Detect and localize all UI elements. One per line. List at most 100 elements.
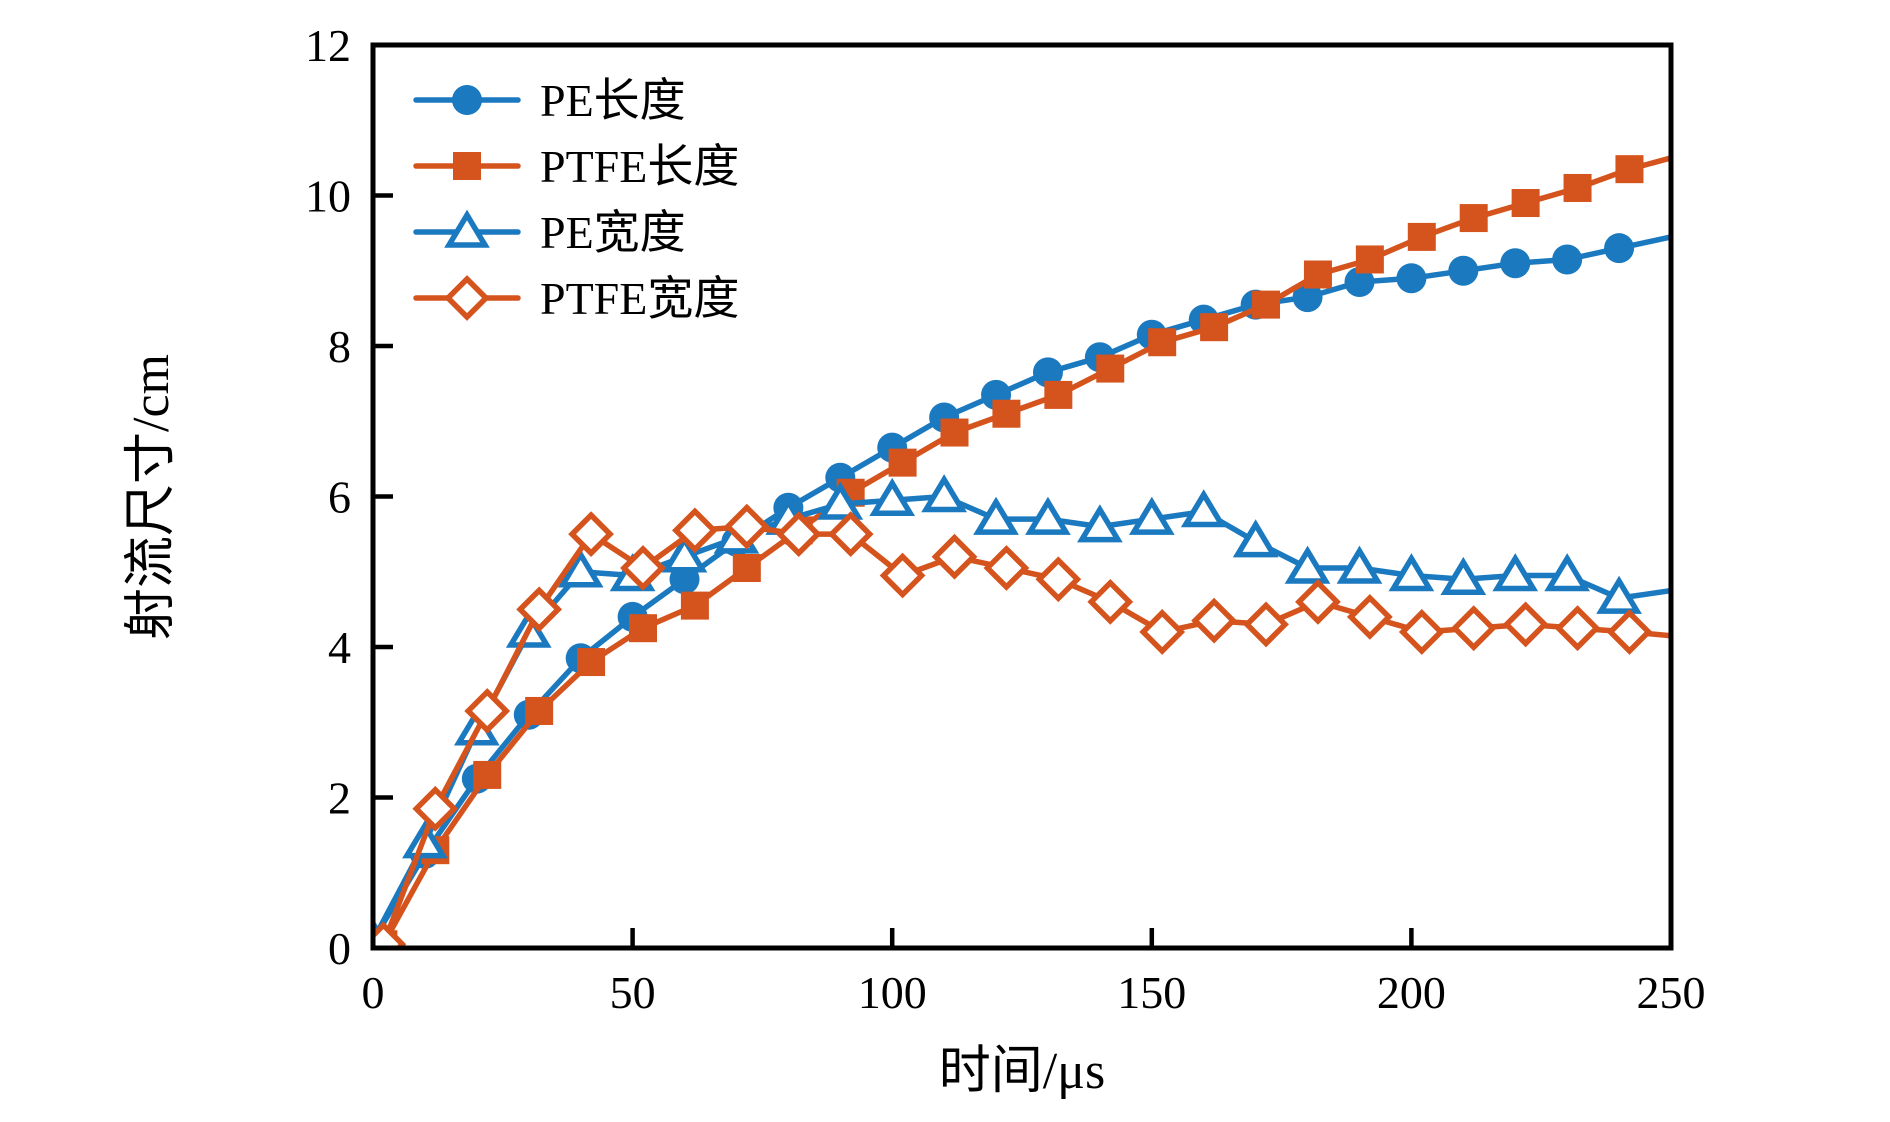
- x-tick-label: 50: [610, 967, 656, 1018]
- legend-label-pe-length: PE长度: [540, 75, 686, 126]
- series-PTFE宽度-marker: [827, 511, 874, 558]
- series-PTFE长度-marker: [1252, 290, 1281, 319]
- x-tick-label: 150: [1117, 967, 1186, 1018]
- series-PE宽度-marker: [921, 474, 967, 513]
- series-PTFE长度-marker: [1044, 380, 1073, 409]
- series-PTFE长度-marker: [1407, 222, 1436, 251]
- series-PTFE长度-marker: [1459, 204, 1488, 233]
- series-PTFE宽度-marker: [775, 511, 822, 558]
- series-PE宽度-marker: [1128, 496, 1175, 535]
- series-PE宽度-marker: [557, 549, 604, 588]
- series-PTFE宽度-marker: [879, 552, 926, 599]
- series-PTFE宽度-marker: [1450, 605, 1497, 652]
- y-tick-label: 0: [328, 923, 351, 974]
- series-PTFE长度-marker: [1200, 313, 1229, 342]
- series-PTFE宽度-marker: [1398, 609, 1445, 655]
- series-PTFE长度-marker: [1355, 245, 1384, 274]
- legend-label-ptfe-width: PTFE宽度: [540, 273, 739, 324]
- series-PE宽度-marker: [1596, 575, 1642, 614]
- series-PE宽度-marker: [1284, 545, 1331, 584]
- series-PTFE宽度-marker: [568, 511, 614, 558]
- series-PE宽度-marker: [1388, 553, 1435, 592]
- series-PTFE长度-marker: [1511, 189, 1540, 218]
- axes-layer: 0 50 100 150 200 250 0 2 4 6 8 10 12: [305, 20, 1706, 1018]
- series-PTFE宽度-marker: [1191, 597, 1237, 644]
- series-PTFE宽度: [373, 503, 1671, 948]
- legend-marker-PTFE长度: [453, 152, 481, 180]
- y-tick-label: 4: [328, 622, 351, 673]
- y-tick-label: 8: [328, 321, 351, 372]
- series-PTFE宽度-marker: [672, 507, 718, 554]
- series-PTFE长度-marker: [1563, 173, 1592, 202]
- series-PE宽度-marker: [1232, 519, 1279, 558]
- series-PTFE宽度-marker: [1606, 609, 1653, 655]
- series-PTFE长度-marker: [577, 648, 606, 677]
- series-PTFE宽度-marker: [723, 503, 770, 550]
- series-PE长度-marker: [1344, 267, 1375, 298]
- series-PTFE宽度-marker: [373, 921, 407, 948]
- y-tick-label: 2: [328, 773, 351, 824]
- y-tick-label: 12: [305, 20, 351, 71]
- series-PE宽度-marker: [1336, 545, 1383, 584]
- series-PE宽度-marker: [1544, 553, 1591, 592]
- series-PE长度-marker: [1552, 244, 1583, 275]
- series-PTFE宽度-marker: [1139, 609, 1186, 655]
- series-PTFE长度-marker: [1148, 328, 1177, 357]
- y-tick-label: 10: [305, 171, 351, 222]
- legend-marker-PE长度: [452, 85, 482, 115]
- legend-label-ptfe-length: PTFE长度: [540, 141, 739, 192]
- x-tick-label: 250: [1637, 967, 1706, 1018]
- series-PTFE长度-marker: [628, 614, 657, 643]
- series-PE长度-marker: [1396, 263, 1427, 294]
- y-axis-title: 射流尺寸/cm: [123, 354, 180, 640]
- series-PTFE长度-marker: [732, 553, 761, 582]
- series-PE长度-marker: [1500, 248, 1531, 279]
- series-PE长度-marker: [1032, 357, 1063, 388]
- x-tick-label: 200: [1377, 967, 1446, 1018]
- series-PTFE宽度-marker: [1554, 605, 1601, 652]
- series-PE宽度-marker: [869, 477, 916, 517]
- x-axis-title: 时间/μs: [939, 1043, 1106, 1100]
- series-PTFE宽度-marker: [1346, 594, 1393, 640]
- series-PE长度-marker: [1604, 233, 1635, 264]
- series-PE宽度-marker: [1440, 556, 1487, 596]
- series-PTFE长度-marker: [888, 448, 917, 477]
- series-PTFE宽度-marker: [1087, 578, 1134, 625]
- series-PE宽度-marker: [1492, 553, 1539, 592]
- series-PTFE宽度-marker: [1502, 601, 1549, 648]
- series-PTFE长度-marker: [525, 696, 554, 725]
- series-PTFE长度-marker: [1303, 260, 1332, 289]
- series-PTFE长度-marker: [1096, 354, 1125, 383]
- legend-marker-PE宽度: [444, 209, 490, 248]
- series-PE宽度-marker: [817, 481, 864, 520]
- y-tick-label: 6: [328, 472, 351, 523]
- series-PE宽度-marker: [973, 496, 1019, 535]
- series-PTFE宽度-marker: [516, 586, 563, 633]
- series-PTFE宽度-marker: [931, 533, 978, 580]
- series-PTFE长度-marker: [680, 591, 709, 620]
- series-PTFE宽度-marker: [1035, 556, 1082, 603]
- series-layer: [373, 155, 1671, 948]
- legend-label-pe-width: PE宽度: [540, 207, 686, 258]
- series-PTFE宽度-marker: [464, 688, 511, 734]
- series-PE宽度-marker: [1077, 504, 1123, 543]
- series-PE宽度-marker: [1025, 496, 1071, 535]
- legend-marker-PTFE宽度: [444, 275, 490, 321]
- series-PTFE宽度-marker: [1295, 578, 1341, 625]
- series-PTFE长度-marker: [940, 418, 969, 447]
- series-PE长度-marker: [1448, 255, 1479, 286]
- series-PTFE长度-marker: [1615, 155, 1644, 184]
- series-PTFE长度-marker: [992, 399, 1021, 428]
- series-PE长度-marker: [1292, 282, 1323, 313]
- x-tick-label: 100: [858, 967, 927, 1018]
- series-PTFE宽度-marker: [412, 785, 459, 832]
- series-PTFE宽度-marker: [983, 545, 1030, 591]
- series-PTFE宽度-marker: [620, 545, 666, 591]
- series-PE宽度-marker: [1180, 489, 1227, 528]
- x-tick-label: 0: [362, 967, 385, 1018]
- legend: [413, 85, 521, 321]
- series-PTFE长度-marker: [473, 760, 502, 789]
- series-PTFE宽度-marker: [1243, 601, 1289, 648]
